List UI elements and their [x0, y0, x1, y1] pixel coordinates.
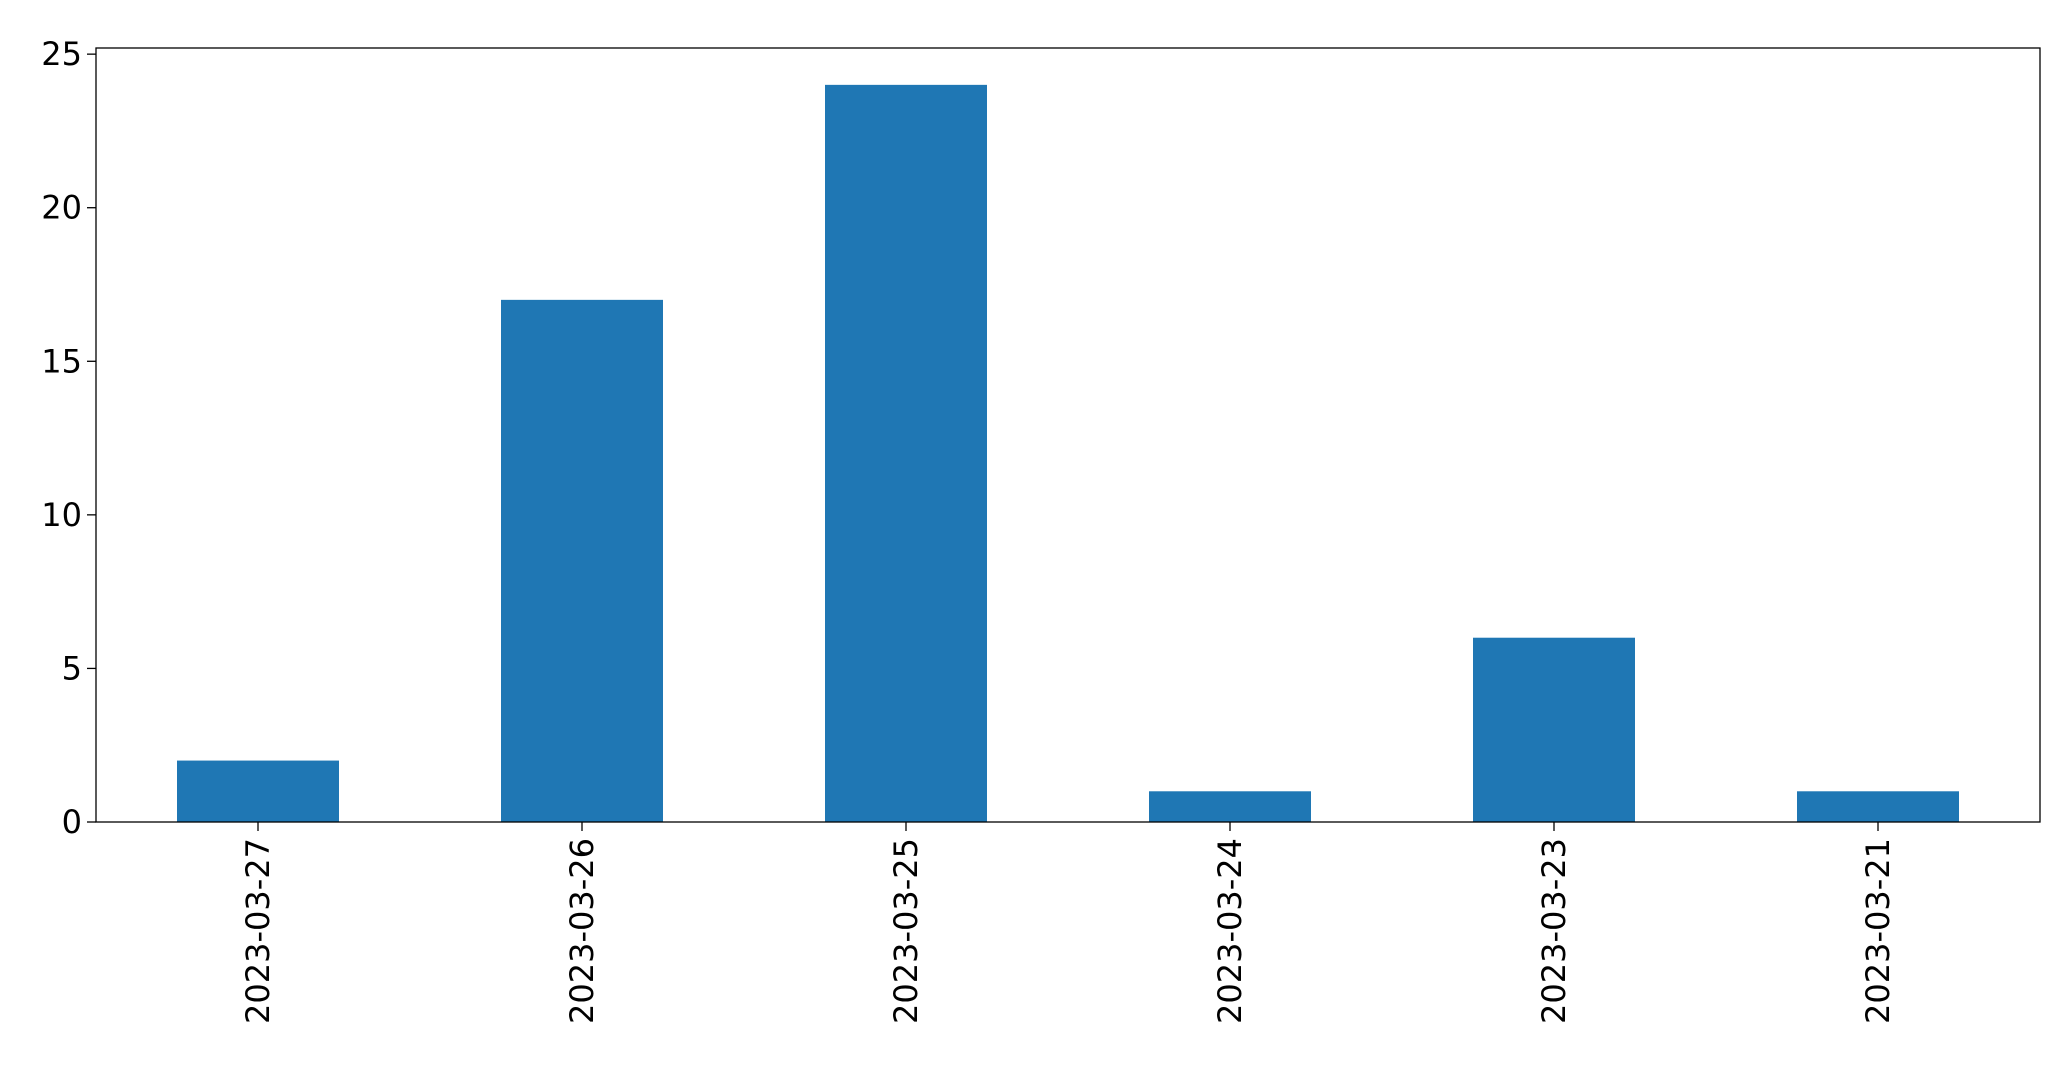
y-tick-label: 15 [41, 342, 82, 380]
x-tick-label: 2023-03-21 [1859, 838, 1897, 1024]
x-tick-label: 2023-03-27 [239, 838, 277, 1024]
bar [501, 299, 663, 822]
x-tick-label: 2023-03-26 [563, 838, 601, 1024]
bar [1473, 637, 1635, 822]
y-tick-label: 25 [41, 35, 82, 73]
bar [1149, 791, 1311, 822]
y-tick-label: 5 [62, 649, 82, 687]
bar [825, 84, 987, 823]
y-tick-label: 20 [41, 189, 82, 227]
plot-frame [95, 47, 2041, 823]
x-tick-label: 2023-03-25 [887, 838, 925, 1024]
y-tick-label: 0 [62, 803, 82, 841]
x-tick-label: 2023-03-24 [1211, 838, 1249, 1024]
x-tick-label: 2023-03-23 [1535, 838, 1573, 1024]
bar [1797, 791, 1959, 822]
bar [177, 760, 339, 822]
y-tick-label: 10 [41, 496, 82, 534]
